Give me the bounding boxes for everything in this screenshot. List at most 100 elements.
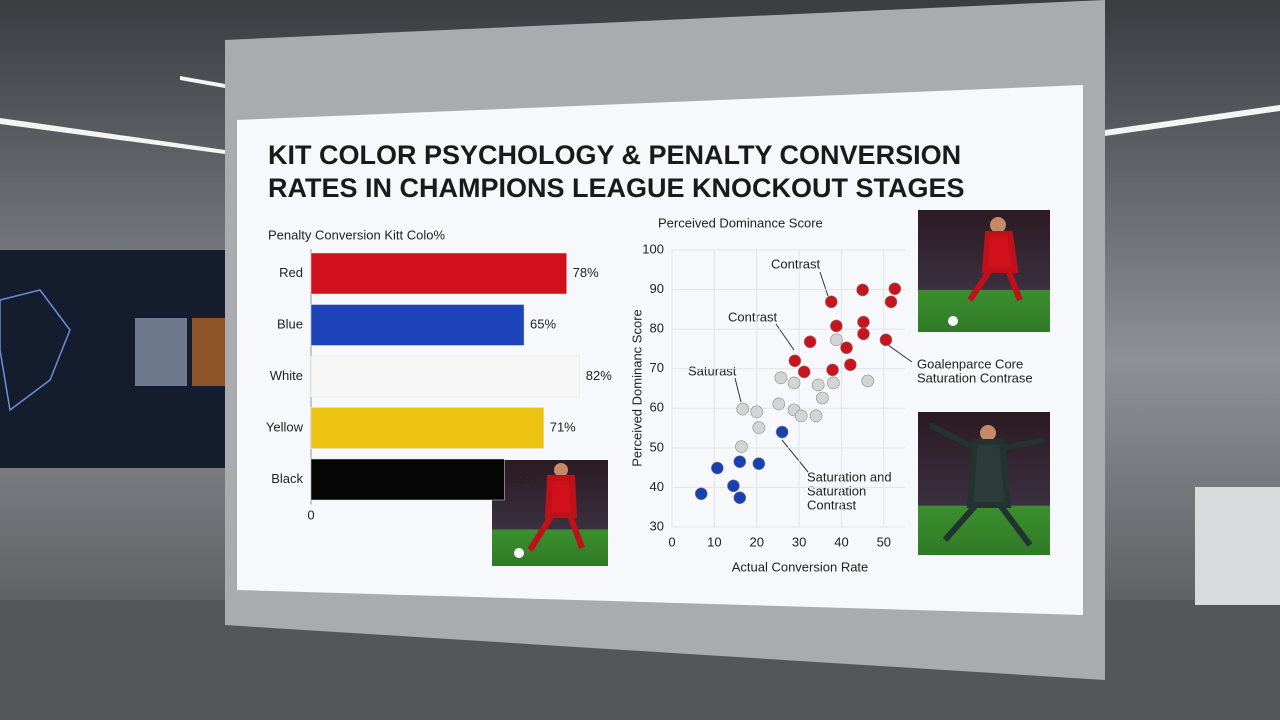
point: [694, 487, 708, 501]
point: [809, 409, 823, 423]
scatter-title: Perceived Dominance Score: [658, 215, 823, 230]
point: [787, 376, 801, 390]
point: [772, 397, 786, 411]
point: [824, 295, 838, 309]
player-body: [928, 422, 1046, 547]
arrow: [775, 323, 795, 351]
annotation-arrows: [734, 271, 913, 473]
point: [727, 479, 740, 493]
x-tick-label: 0: [307, 507, 314, 522]
category-label: Red: [279, 265, 303, 280]
y-tick-label: 30: [650, 518, 664, 533]
y-tick-label: 70: [650, 360, 664, 375]
point: [794, 409, 808, 423]
side-screen-panel: [135, 318, 187, 386]
photo: [918, 412, 1050, 555]
point: [856, 283, 869, 297]
annotation: Saturation Contrase: [917, 370, 1033, 385]
side-screen-panel: [192, 318, 226, 386]
point: [840, 341, 853, 355]
category-label: Yellow: [266, 419, 304, 434]
player-body: [527, 475, 585, 552]
point: [830, 333, 843, 347]
point: [775, 425, 789, 439]
point: [884, 295, 898, 309]
annotation: Saturast: [688, 363, 737, 378]
annotation: Saturation and: [807, 469, 892, 484]
annotation: Contrast: [771, 256, 821, 271]
point: [888, 282, 902, 296]
value-label: 59%: [510, 471, 536, 486]
point: [788, 354, 802, 368]
point: [857, 327, 870, 341]
y-tick-label: 80: [650, 321, 664, 336]
value-label: 71%: [550, 419, 576, 434]
point: [844, 358, 857, 372]
player-head: [990, 217, 1006, 233]
annotation: Contrast: [728, 309, 778, 324]
category-label: Blue: [277, 316, 303, 331]
point: [879, 333, 893, 347]
bar-chart-title: Penalty Conversion Kitt Colo%: [268, 227, 445, 242]
point: [811, 378, 825, 392]
y-tick-label: 60: [650, 400, 664, 415]
y-tick-label: 90: [650, 281, 664, 296]
y-tick-label: 100: [642, 241, 664, 256]
point: [830, 319, 843, 333]
ball: [948, 316, 958, 326]
bar: [310, 407, 544, 449]
photo: [918, 210, 1050, 332]
point: [711, 461, 724, 475]
point: [752, 421, 766, 434]
point: [735, 440, 748, 453]
bar: [310, 304, 525, 346]
arrow: [781, 439, 809, 473]
x-tick-label: 0: [668, 534, 675, 549]
y-axis-label: Perceived Dominanc Score: [629, 309, 644, 467]
side-screen-graphic: [0, 289, 71, 412]
value-label: 82%: [586, 368, 612, 383]
photo: [492, 460, 608, 566]
point: [861, 374, 875, 388]
category-label: Black: [271, 471, 303, 486]
point: [733, 455, 747, 469]
point: [797, 365, 811, 379]
point: [857, 315, 870, 329]
point: [816, 391, 829, 405]
arrow: [887, 344, 913, 363]
y-tick-label: 50: [650, 439, 664, 454]
point: [736, 402, 750, 416]
y-tick-label: 40: [650, 479, 664, 494]
player-head: [980, 425, 996, 441]
page-title: KIT COLOR PSYCHOLOGY & PENALTY CONVERSIO…: [268, 140, 961, 170]
point: [827, 376, 840, 390]
arrow: [819, 271, 829, 297]
player-head: [554, 463, 568, 477]
desk: [1195, 487, 1280, 605]
x-tick-label: 40: [834, 534, 848, 549]
point: [750, 405, 764, 419]
x-tick-label: 20: [749, 534, 763, 549]
x-tick-label: 30: [792, 534, 806, 549]
value-label: 78%: [573, 265, 599, 280]
x-tick-label: 10: [707, 534, 721, 549]
player-body: [967, 231, 1023, 302]
category-label: White: [270, 368, 303, 383]
bar: [310, 252, 567, 295]
value-label: 65%: [530, 316, 556, 331]
x-axis-label: Actual Conversion Rate: [732, 559, 869, 574]
bar: [310, 458, 505, 501]
bar: [310, 355, 581, 398]
point: [803, 335, 817, 349]
ball: [514, 548, 524, 558]
annotation: Saturation: [807, 483, 866, 498]
point: [826, 363, 839, 377]
annotation: Goalenparce Core: [917, 356, 1023, 371]
arrow: [734, 377, 742, 403]
side-screen: [0, 250, 225, 468]
page-title: RATES IN CHAMPIONS LEAGUE KNOCKOUT STAGE…: [268, 173, 965, 203]
x-tick-label: 50: [877, 534, 891, 549]
annotation: Contrast: [807, 497, 857, 512]
